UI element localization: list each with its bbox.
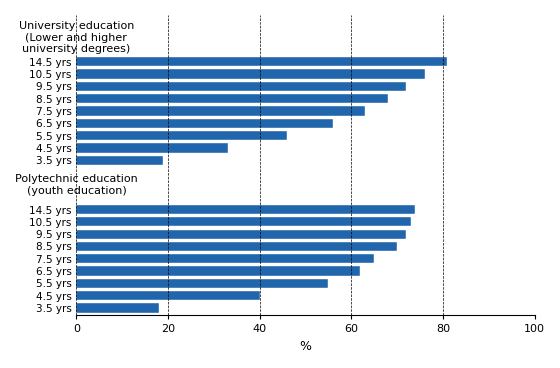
Bar xyxy=(76,242,397,251)
Bar xyxy=(76,70,424,79)
Bar xyxy=(76,106,365,116)
Bar xyxy=(76,205,416,214)
Text: University education
(Lower and higher
university degrees): University education (Lower and higher u… xyxy=(18,21,134,54)
Bar xyxy=(76,291,260,300)
Bar xyxy=(76,266,361,276)
Bar xyxy=(76,279,328,288)
Bar xyxy=(76,94,388,103)
X-axis label: %: % xyxy=(300,340,311,353)
Bar xyxy=(76,217,411,226)
Bar xyxy=(76,82,406,91)
Bar xyxy=(76,131,287,140)
Text: Polytechnic education
(youth education): Polytechnic education (youth education) xyxy=(15,174,138,196)
Bar xyxy=(76,156,164,165)
Bar xyxy=(76,144,227,153)
Bar xyxy=(76,254,374,263)
Bar xyxy=(76,303,159,313)
Bar xyxy=(76,57,447,66)
Bar xyxy=(76,230,406,239)
Bar xyxy=(76,119,333,128)
